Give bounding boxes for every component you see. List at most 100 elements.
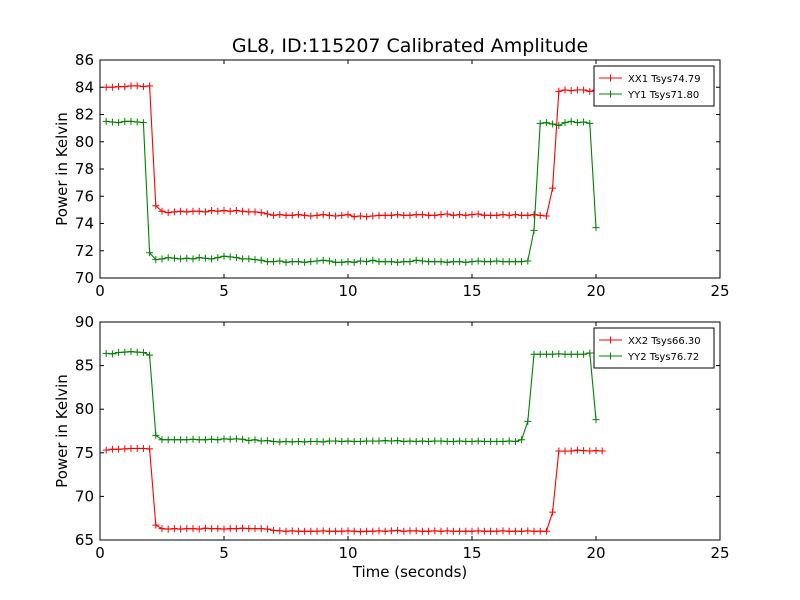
data-point — [177, 207, 185, 215]
data-point — [400, 437, 408, 445]
data-point — [449, 258, 457, 266]
data-point — [542, 350, 550, 358]
legend-marker — [607, 336, 614, 344]
data-point — [592, 224, 600, 232]
y-tick-label: 82 — [75, 106, 94, 124]
data-point — [536, 350, 544, 358]
data-point — [518, 436, 526, 444]
data-point — [387, 211, 395, 219]
data-point — [214, 525, 222, 533]
data-point — [356, 528, 364, 536]
data-point — [431, 211, 439, 219]
data-point — [245, 525, 253, 533]
data-point — [449, 211, 457, 219]
data-point — [208, 435, 216, 443]
data-point — [307, 258, 315, 266]
data-point — [288, 438, 296, 446]
data-point — [394, 437, 402, 445]
data-point — [158, 255, 166, 263]
data-point — [344, 211, 352, 219]
data-point — [338, 258, 346, 266]
data-point — [449, 527, 457, 535]
legend-box — [593, 327, 715, 369]
data-point — [499, 258, 507, 266]
data-point — [369, 212, 377, 220]
data-point — [555, 87, 563, 95]
data-point — [431, 437, 439, 445]
data-point — [573, 446, 581, 454]
data-point — [480, 211, 488, 219]
data-point — [158, 207, 166, 215]
x-axis-label: Time (seconds) — [352, 563, 468, 581]
y-tick-label: 76 — [75, 187, 94, 205]
data-point — [133, 82, 141, 90]
data-point — [518, 258, 526, 266]
data-point — [257, 256, 265, 264]
data-point — [567, 117, 575, 125]
data-point — [468, 437, 476, 445]
x-tick-label: 20 — [586, 544, 605, 562]
data-point — [158, 525, 166, 533]
data-point — [332, 527, 340, 535]
data-point — [480, 258, 488, 266]
data-point — [183, 254, 191, 262]
data-point — [239, 255, 247, 263]
data-point — [524, 527, 532, 535]
data-point — [406, 527, 414, 535]
data-point — [170, 436, 178, 444]
data-point — [338, 527, 346, 535]
data-point — [406, 211, 414, 219]
data-point — [282, 527, 290, 535]
data-point — [177, 255, 185, 263]
data-point — [133, 444, 141, 452]
data-point — [592, 416, 600, 424]
x-tick-label: 25 — [710, 282, 729, 300]
data-point — [487, 437, 495, 445]
data-point — [232, 207, 240, 215]
legend-label: YY2 Tsys76.72 — [627, 352, 699, 363]
data-point — [400, 211, 408, 219]
data-point — [127, 117, 135, 125]
data-point — [214, 436, 222, 444]
data-point — [294, 211, 302, 219]
data-point — [288, 527, 296, 535]
data-point — [505, 437, 513, 445]
legend-marker — [607, 74, 614, 82]
data-point — [499, 211, 507, 219]
data-point — [425, 437, 433, 445]
data-point — [468, 527, 476, 535]
data-point — [549, 508, 557, 516]
data-point — [257, 437, 265, 445]
data-point — [511, 437, 519, 445]
data-point — [108, 445, 116, 453]
data-point — [412, 437, 420, 445]
data-point — [586, 447, 594, 455]
data-point — [443, 437, 451, 445]
data-point — [474, 437, 482, 445]
x-tick-label: 15 — [462, 282, 481, 300]
data-point — [505, 258, 513, 266]
data-point — [375, 527, 383, 535]
x-tick-label: 5 — [219, 282, 229, 300]
data-point — [108, 83, 116, 91]
data-point — [394, 258, 402, 266]
data-point — [170, 254, 178, 262]
data-point — [363, 213, 371, 221]
data-point — [499, 527, 507, 535]
data-point — [493, 211, 501, 219]
data-point — [418, 257, 426, 265]
x-tick-label: 10 — [338, 544, 357, 562]
data-point — [530, 527, 538, 535]
data-point — [511, 258, 519, 266]
data-point — [412, 527, 420, 535]
data-point — [462, 437, 470, 445]
data-point — [474, 210, 482, 218]
y-tick-label: 70 — [75, 487, 94, 505]
data-point — [189, 255, 197, 263]
data-point — [214, 254, 222, 262]
data-point — [139, 349, 147, 357]
data-point — [456, 527, 464, 535]
data-point — [375, 211, 383, 219]
data-point — [301, 211, 309, 219]
